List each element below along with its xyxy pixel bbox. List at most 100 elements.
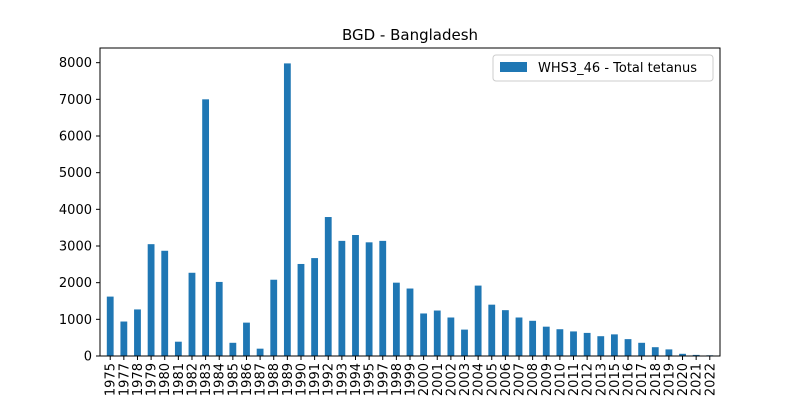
x-axis: 1975197719781979198019811982198319841985… (104, 356, 718, 396)
x-tick-label-1995: 1995 (363, 363, 378, 396)
x-tick-label-1978: 1978 (131, 363, 146, 396)
bar-1983 (202, 99, 210, 356)
bar-1985 (229, 342, 237, 356)
x-tick-label-2019: 2019 (662, 363, 677, 396)
bar-2004 (474, 285, 482, 356)
bar-2019 (665, 349, 673, 356)
y-tick-label-8000: 8000 (59, 56, 92, 71)
bar-2003 (461, 329, 468, 356)
x-tick-label-1987: 1987 (254, 363, 269, 396)
bar-1988 (270, 279, 278, 356)
x-tick-label-2016: 2016 (622, 363, 637, 396)
bar-2006 (501, 310, 509, 356)
bar-1997 (379, 240, 387, 356)
x-tick-label-1980: 1980 (158, 363, 173, 396)
x-tick-label-1990: 1990 (294, 363, 309, 396)
x-tick-label-2013: 2013 (594, 363, 609, 396)
x-tick-label-1994: 1994 (349, 363, 364, 396)
bar-1999 (406, 288, 414, 356)
bar-2015 (610, 334, 618, 356)
y-tick-label-5000: 5000 (59, 166, 92, 181)
x-tick-label-1992: 1992 (322, 363, 337, 396)
x-tick-label-1977: 1977 (117, 363, 132, 396)
y-axis: 0 1000 2000 3000 4000 5000 6000 7000 8000 (59, 56, 100, 365)
x-tick-label-1985: 1985 (226, 363, 241, 396)
x-tick-label-2009: 2009 (540, 363, 555, 396)
bar-1979 (147, 244, 155, 356)
bar-2008 (529, 320, 537, 356)
bar-2011 (570, 331, 577, 356)
x-tick-label-1975: 1975 (104, 363, 119, 396)
bar-2010 (556, 329, 564, 356)
x-tick-label-1999: 1999 (404, 363, 419, 396)
legend-label: WHS3_46 - Total tetanus (538, 61, 697, 76)
bar-1984 (215, 281, 223, 356)
x-tick-label-2007: 2007 (513, 363, 528, 396)
bar-1977 (120, 321, 128, 356)
x-tick-label-2018: 2018 (649, 363, 664, 396)
x-tick-label-2003: 2003 (458, 363, 473, 396)
y-tick-label-6000: 6000 (59, 130, 92, 145)
bar-2005 (488, 304, 496, 356)
chart-title: BGD - Bangladesh (342, 26, 478, 44)
x-tick-label-2005: 2005 (485, 363, 500, 396)
bar-1986 (243, 322, 250, 356)
bar-1975 (106, 296, 114, 356)
x-tick-label-2006: 2006 (499, 363, 514, 396)
bars-group (106, 63, 714, 357)
x-tick-label-2022: 2022 (703, 363, 718, 396)
x-tick-label-2011: 2011 (567, 363, 582, 396)
bar-1987 (256, 348, 264, 356)
y-tick-label-1000: 1000 (59, 313, 92, 328)
x-tick-label-2001: 2001 (431, 363, 446, 396)
x-tick-label-1982: 1982 (185, 363, 200, 396)
bar-2012 (583, 332, 591, 356)
bar-1998 (392, 282, 400, 356)
x-tick-label-2021: 2021 (690, 363, 705, 396)
bar-2016 (624, 339, 632, 356)
x-tick-label-2010: 2010 (553, 363, 568, 396)
legend: WHS3_46 - Total tetanus (492, 54, 714, 82)
x-tick-label-2000: 2000 (417, 363, 432, 396)
x-tick-label-1998: 1998 (390, 363, 405, 396)
bar-2020 (679, 353, 686, 356)
bar-2001 (433, 310, 441, 356)
x-tick-label-1991: 1991 (308, 363, 323, 396)
x-tick-label-2004: 2004 (472, 363, 487, 396)
y-tick-label-2000: 2000 (59, 276, 92, 291)
bar-2000 (420, 313, 428, 356)
x-tick-label-1983: 1983 (199, 363, 214, 396)
bar-2013 (597, 336, 605, 356)
bar-1990 (297, 263, 305, 356)
legend-swatch (500, 62, 527, 72)
x-tick-label-1981: 1981 (172, 363, 187, 396)
bar-1981 (174, 341, 182, 356)
bar-1980 (161, 250, 169, 356)
bar-1993 (338, 240, 346, 356)
x-tick-label-2017: 2017 (635, 363, 650, 396)
x-tick-label-2012: 2012 (581, 363, 596, 396)
plot-frame (99, 47, 721, 357)
x-tick-label-2020: 2020 (676, 363, 691, 396)
x-tick-label-1986: 1986 (240, 363, 255, 396)
bar-2002 (447, 317, 455, 356)
bar-1995 (365, 242, 373, 356)
x-tick-label-2008: 2008 (526, 363, 541, 396)
bar-1982 (188, 272, 196, 356)
bar-2009 (542, 326, 550, 356)
bar-1992 (324, 217, 332, 356)
y-tick-label-0: 0 (84, 350, 92, 365)
bar-2018 (651, 347, 659, 356)
x-tick-label-2015: 2015 (608, 363, 623, 396)
x-tick-label-1984: 1984 (213, 363, 228, 396)
bar-1989 (283, 63, 291, 357)
bar-2007 (515, 317, 523, 356)
x-tick-label-1989: 1989 (281, 363, 296, 396)
y-tick-label-7000: 7000 (59, 93, 92, 108)
y-tick-label-4000: 4000 (59, 203, 92, 218)
y-tick-label-3000: 3000 (59, 240, 92, 255)
x-tick-label-2002: 2002 (444, 363, 459, 396)
legend-box (492, 54, 714, 82)
bar-2021 (692, 354, 700, 356)
